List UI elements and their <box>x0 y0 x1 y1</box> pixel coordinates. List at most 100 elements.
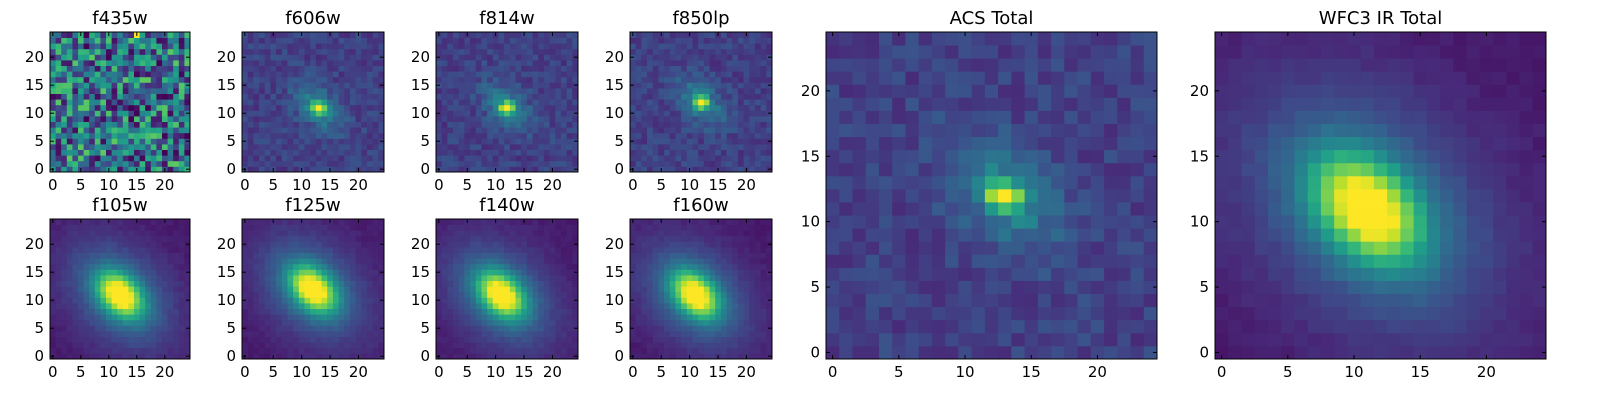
heatmap-cell <box>55 286 62 293</box>
heatmap-cell <box>55 144 62 150</box>
heatmap-cell <box>686 314 693 321</box>
heatmap-cell <box>78 88 84 94</box>
heatmap-cell <box>555 291 562 298</box>
heatmap-cell <box>675 37 682 44</box>
heatmap-cell <box>560 43 568 50</box>
heatmap-cell <box>504 43 511 50</box>
heatmap-cell <box>276 325 283 332</box>
heatmap-cell <box>566 60 573 66</box>
heatmap-cell <box>675 166 682 173</box>
heatmap-cell <box>737 166 744 173</box>
heatmap-cell <box>760 65 767 72</box>
heatmap-cell <box>94 60 101 66</box>
heatmap-cell <box>156 235 163 242</box>
heatmap-cell <box>315 319 322 326</box>
heatmap-cell <box>94 65 101 72</box>
heatmap-cell <box>366 82 374 89</box>
heatmap-cell <box>184 155 191 162</box>
heatmap-cell <box>50 121 56 128</box>
heatmap-cell <box>515 144 522 150</box>
heatmap-cell <box>327 99 334 106</box>
heatmap-cell <box>167 353 174 360</box>
heatmap-cell <box>349 88 356 94</box>
heatmap-cell <box>281 160 288 167</box>
heatmap-cell <box>264 331 271 337</box>
heatmap-cell <box>641 308 648 315</box>
heatmap-cell <box>66 336 73 343</box>
heatmap-cell <box>538 76 545 83</box>
heatmap-cell <box>464 54 471 61</box>
heatmap-cell <box>458 353 465 360</box>
y-tick-label: 0 <box>226 347 236 365</box>
heatmap-cell <box>247 235 254 242</box>
heatmap-cell <box>464 291 471 298</box>
heatmap-cell <box>332 138 339 145</box>
heatmap-cell <box>526 291 533 298</box>
heatmap-cell <box>139 132 146 139</box>
heatmap-cell <box>760 116 767 122</box>
heatmap-cell <box>344 224 351 231</box>
heatmap-cell <box>509 71 516 78</box>
heatmap-cell <box>361 54 368 61</box>
heatmap-cell <box>100 155 107 162</box>
heatmap-cell <box>698 121 705 128</box>
heatmap-cell <box>560 235 568 242</box>
heatmap-cell <box>242 48 249 55</box>
heatmap-cell <box>134 263 140 270</box>
heatmap-cell <box>686 48 693 55</box>
heatmap-cell <box>675 286 682 293</box>
heatmap-cell <box>549 314 556 321</box>
heatmap-cell <box>361 336 368 343</box>
heatmap-cell <box>743 291 750 298</box>
heatmap-cell <box>111 121 118 128</box>
heatmap-cell <box>726 166 733 173</box>
heatmap-cell <box>487 325 494 332</box>
heatmap-cell <box>66 347 73 354</box>
heatmap-cell <box>106 43 112 50</box>
heatmap-cell <box>681 342 688 349</box>
heatmap-cell <box>560 166 568 173</box>
heatmap-cell <box>72 127 79 134</box>
heatmap-cell <box>338 99 345 106</box>
heatmap-cell <box>487 132 494 139</box>
heatmap-cell <box>276 149 283 156</box>
heatmap-cell <box>349 286 356 293</box>
heatmap-cell <box>111 149 118 156</box>
heatmap-cell <box>247 275 254 281</box>
heatmap-cell <box>117 144 124 150</box>
heatmap-cell <box>139 82 146 89</box>
heatmap-cell <box>281 331 288 337</box>
heatmap-cell <box>526 252 533 259</box>
heatmap-cell <box>509 166 516 173</box>
heatmap-cell <box>344 166 351 173</box>
heatmap-cell <box>281 342 288 349</box>
heatmap-cell <box>298 160 305 167</box>
heatmap-cell <box>549 224 556 231</box>
heatmap-cell <box>709 138 716 145</box>
heatmap-cell <box>276 319 283 326</box>
heatmap-cell <box>470 269 477 276</box>
heatmap-cell <box>332 219 339 225</box>
heatmap-cell <box>498 286 505 293</box>
heatmap-cell <box>641 319 648 326</box>
heatmap-cell <box>447 291 454 298</box>
heatmap-cell <box>321 160 328 167</box>
heatmap-cell <box>61 37 68 44</box>
heatmap-cell <box>526 116 533 122</box>
heatmap-cell <box>732 347 739 354</box>
heatmap-cell <box>94 32 101 38</box>
heatmap-cell <box>150 280 157 287</box>
heatmap-cell <box>549 43 556 50</box>
heatmap-cell <box>162 43 168 50</box>
heatmap-cell <box>304 224 311 231</box>
heatmap-cell <box>83 247 90 253</box>
heatmap-cell <box>470 138 477 145</box>
heatmap-cell <box>549 347 556 354</box>
heatmap-cell <box>715 37 722 44</box>
heatmap-cell <box>150 297 157 304</box>
heatmap-cell <box>436 37 443 44</box>
heatmap-cell <box>538 132 545 139</box>
heatmap-cell <box>315 127 322 134</box>
heatmap-cell <box>698 82 705 89</box>
heatmap-cell <box>111 269 118 276</box>
